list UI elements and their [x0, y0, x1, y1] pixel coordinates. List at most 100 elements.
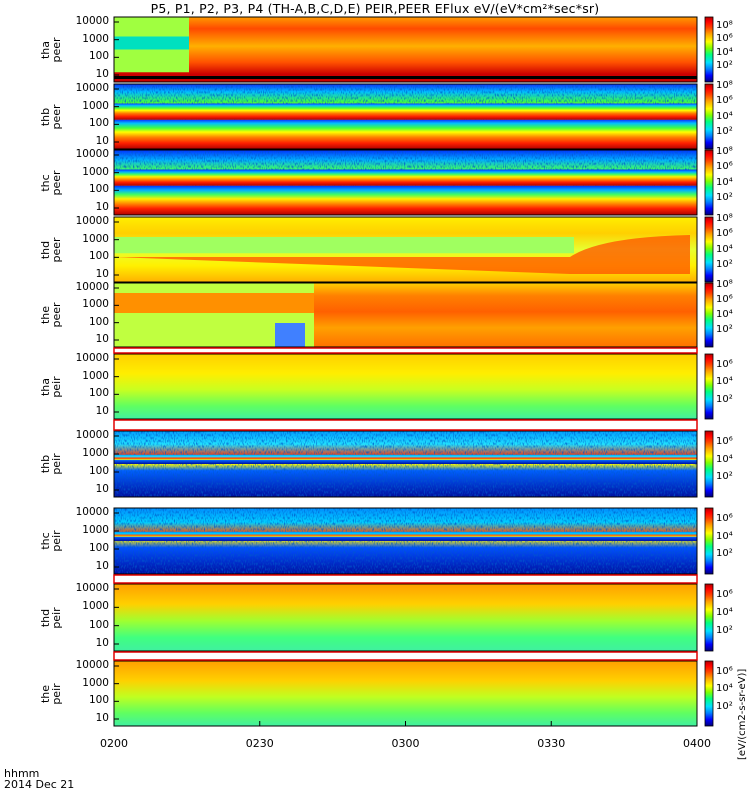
panel-thc-peir — [113, 507, 714, 575]
y-tick-label: 1000 — [82, 32, 109, 45]
y-tick-label: 100 — [88, 387, 109, 400]
colorbar-tick-label: 10² — [716, 258, 733, 270]
panel-separator — [113, 419, 698, 431]
y-tick-label: 10 — [95, 405, 109, 417]
panel-label-thd-peer: thd peer — [39, 232, 63, 268]
spectrogram-the-peir — [114, 661, 697, 726]
colorbar-tick-label: 10² — [716, 471, 733, 483]
y-tick-label: 1000 — [82, 99, 109, 112]
x-tick-label: 0200 — [100, 737, 128, 750]
spectrogram-band — [114, 169, 697, 186]
panel-thb-peer — [113, 83, 714, 150]
colorbar-tick-label: 10⁴ — [716, 243, 733, 255]
y-tick-label: 10000 — [75, 429, 109, 441]
colorbar-tick-label: 10⁸ — [716, 80, 733, 91]
plot-title: P5, P1, P2, P3, P4 (TH-A,B,C,D,E) PEIR,P… — [150, 1, 600, 16]
panel-separator — [113, 574, 698, 584]
colorbar-tick-label: 10² — [716, 324, 733, 335]
panel-frame — [113, 583, 698, 652]
spectrogram-feature — [114, 293, 314, 313]
spectrogram-band — [114, 185, 697, 215]
panel-tha-peir — [113, 353, 714, 420]
panel-label-thc-peir: thc peir — [39, 523, 63, 559]
colorbar-tick-label: 10⁴ — [716, 110, 733, 122]
colorbar-tick-label: 10² — [716, 548, 733, 560]
colorbar-tick-label: 10² — [716, 625, 733, 636]
panel-type: peer — [50, 169, 63, 196]
y-tick-label: 1000 — [82, 298, 109, 311]
spectrogram-feature — [114, 36, 189, 50]
y-tick-label: 1000 — [82, 524, 109, 536]
panel-the-peir — [113, 660, 714, 727]
x-format-label: hhmm — [4, 767, 40, 780]
y-tick-label: 1000 — [82, 676, 109, 689]
y-tick-label: 1000 — [82, 369, 109, 382]
panel-type: peir — [50, 375, 63, 398]
y-tick-label: 100 — [88, 618, 109, 631]
spectrogram-feature — [275, 323, 305, 347]
colorbar-tick-label: 10² — [716, 125, 733, 137]
panel-label-thb-peer: thb peer — [39, 99, 63, 135]
panel-type: peer — [50, 236, 63, 263]
spectrogram-band — [114, 531, 697, 541]
colorbar-tick-label: 10⁶ — [716, 95, 733, 107]
colorbar-tick-label: 10⁴ — [716, 309, 733, 320]
colorbar-tick-label: 10⁴ — [716, 46, 733, 58]
colorbar — [704, 507, 714, 575]
colorbar-tick-label: 10⁶ — [716, 512, 733, 524]
y-tick-label: 10000 — [75, 215, 109, 227]
x-date-label: 2014 Dec 21 — [4, 778, 75, 791]
colorbar-tick-label: 10⁶ — [716, 589, 733, 600]
spectrogram-band — [114, 103, 697, 120]
y-tick-label: 10 — [95, 637, 109, 649]
colorbar-tick-label: 10² — [716, 60, 733, 72]
colorbar-tick-label: 10⁶ — [716, 294, 733, 305]
colorbar-tick-label: 10⁸ — [716, 146, 733, 157]
colorbar — [704, 353, 714, 420]
x-tick-label: 0230 — [245, 737, 274, 750]
y-tick-label: 10 — [95, 268, 109, 280]
y-tick-label: 10000 — [75, 659, 109, 671]
y-tick-label: 10000 — [75, 148, 109, 160]
panel-thc-peer — [113, 149, 714, 216]
y-tick-label: 100 — [88, 183, 109, 196]
panel-frame — [113, 430, 698, 498]
y-tick-label: 10 — [95, 560, 109, 572]
panel-label-thd-peir: thd peir — [39, 600, 63, 636]
y-tick-label: 100 — [88, 465, 109, 477]
colorbar — [704, 583, 714, 652]
colorbar-tick-label: 10⁶ — [716, 358, 733, 370]
panel-frame — [113, 83, 698, 150]
colorbar-unit: [eV/(cm2-s-sr-eV)] — [737, 668, 748, 760]
spectrogram-band — [114, 119, 697, 149]
panel-type: peir — [50, 682, 63, 705]
panels-group — [113, 16, 714, 727]
colorbar-tick-label: 10⁴ — [716, 176, 733, 188]
y-tick-label: 10 — [95, 483, 109, 495]
y-tick-label: 100 — [88, 542, 109, 554]
colorbar-tick-label: 10⁴ — [716, 453, 733, 465]
panel-frame — [113, 507, 698, 575]
colorbar-tick-label: 10² — [716, 191, 733, 203]
colorbar-tick-label: 10⁸ — [716, 279, 733, 290]
panel-thd-peir — [113, 583, 714, 652]
panel-label-tha-peir: tha peir — [39, 369, 63, 405]
colorbar — [704, 16, 714, 83]
y-tick-label: 100 — [88, 694, 109, 707]
panel-frame — [113, 16, 698, 83]
spectrogram-feature — [114, 237, 574, 254]
y-tick-label: 10 — [95, 68, 109, 80]
colorbar-tick-label: 10⁶ — [716, 161, 733, 173]
x-tick-label: 0300 — [391, 737, 420, 750]
y-tick-label: 10000 — [75, 82, 109, 94]
colorbar — [704, 83, 714, 150]
colorbar-tick-label: 10⁶ — [716, 435, 733, 447]
y-tick-label: 10000 — [75, 352, 109, 364]
panel-frame — [113, 149, 698, 216]
panel-label-thb-peir: thb peir — [39, 446, 63, 482]
colorbar-tick-label: 10⁸ — [716, 19, 733, 31]
x-tick-label: 0330 — [537, 737, 566, 750]
panel-label-the-peir: the peir — [39, 676, 63, 712]
colorbar-tick-label: 10⁴ — [716, 683, 733, 695]
